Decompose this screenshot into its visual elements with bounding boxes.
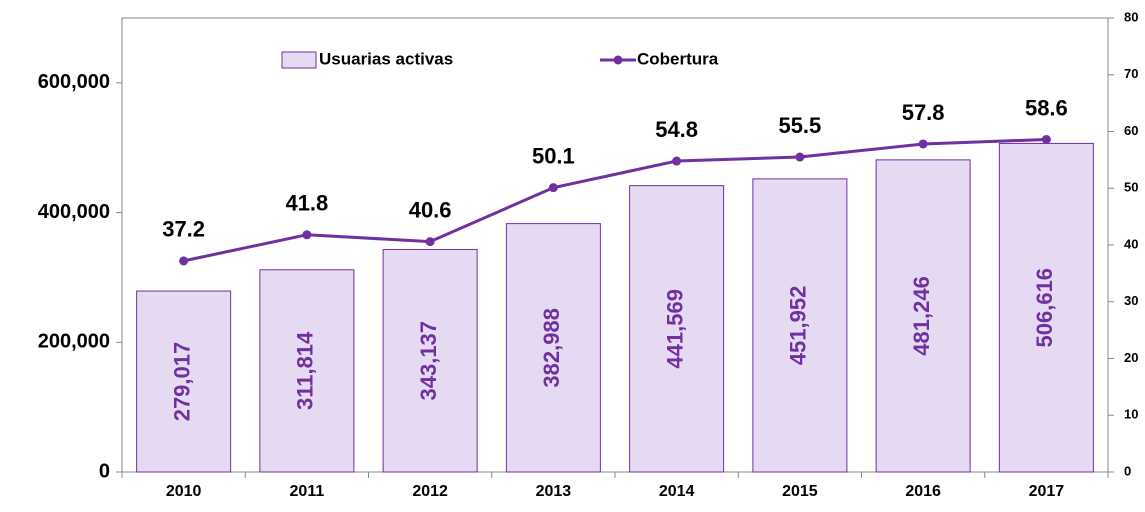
bar-value-label: 441,569 bbox=[662, 289, 687, 369]
bar bbox=[136, 290, 232, 473]
bar bbox=[752, 178, 848, 473]
x-tick-label: 2012 bbox=[412, 483, 448, 500]
line-point bbox=[302, 230, 312, 240]
y2-tick-label: 70 bbox=[1124, 66, 1138, 81]
y2-tick-label: 0 bbox=[1124, 463, 1131, 478]
legend-label: Usuarias activas bbox=[319, 49, 453, 68]
line-value-label: 41.8 bbox=[285, 191, 328, 216]
bar bbox=[382, 248, 478, 473]
bar-value-label: 279,017 bbox=[169, 342, 194, 422]
legend-marker bbox=[613, 55, 623, 65]
y2-tick-label: 50 bbox=[1124, 180, 1138, 195]
bar-value-label: 506,616 bbox=[1032, 268, 1057, 348]
y-tick-label: 0 bbox=[99, 460, 110, 482]
legend-swatch bbox=[281, 51, 317, 69]
bar-value-label: 451,952 bbox=[786, 286, 811, 366]
x-tick-label: 2014 bbox=[659, 483, 695, 500]
y2-tick-label: 40 bbox=[1124, 236, 1138, 251]
line-point bbox=[179, 256, 189, 266]
line bbox=[183, 137, 1047, 263]
y2-tick-label: 80 bbox=[1124, 9, 1138, 24]
line-point bbox=[672, 156, 682, 166]
bar-value-label: 311,814 bbox=[293, 331, 318, 410]
bar-value-label: 343,137 bbox=[416, 321, 441, 401]
bar bbox=[259, 269, 355, 473]
x-tick-label: 2017 bbox=[1029, 483, 1065, 500]
y2-tick-label: 20 bbox=[1124, 350, 1138, 365]
bar-value-label: 382,988 bbox=[539, 308, 564, 388]
line-point bbox=[918, 139, 928, 149]
x-tick-label: 2013 bbox=[536, 483, 572, 500]
y2-tick-label: 30 bbox=[1124, 293, 1138, 308]
line-point bbox=[548, 183, 558, 193]
x-tick-label: 2011 bbox=[290, 483, 325, 500]
line-point bbox=[795, 152, 805, 162]
bar bbox=[998, 142, 1094, 473]
y-tick-label: 200,000 bbox=[38, 331, 110, 353]
bar bbox=[629, 185, 725, 473]
line-value-label: 58.6 bbox=[1025, 95, 1068, 120]
line-value-label: 54.8 bbox=[655, 117, 698, 142]
y-tick-label: 600,000 bbox=[38, 71, 110, 93]
line-point bbox=[425, 237, 435, 247]
y2-tick-label: 60 bbox=[1124, 123, 1138, 138]
x-tick-label: 2015 bbox=[782, 483, 818, 500]
line-value-label: 37.2 bbox=[162, 217, 205, 242]
legend-label: Cobertura bbox=[637, 49, 719, 68]
line-value-label: 40.6 bbox=[409, 197, 452, 222]
y2-tick-label: 10 bbox=[1124, 407, 1138, 422]
y-tick-label: 400,000 bbox=[38, 201, 110, 223]
line-point bbox=[1041, 134, 1051, 144]
x-tick-label: 2010 bbox=[166, 483, 202, 500]
bar bbox=[875, 159, 971, 473]
bar-value-label: 481,246 bbox=[909, 276, 934, 356]
line-value-label: 50.1 bbox=[532, 143, 575, 168]
line-value-label: 57.8 bbox=[902, 100, 945, 125]
bar bbox=[505, 223, 601, 473]
line-value-label: 55.5 bbox=[778, 113, 821, 138]
x-tick-label: 2016 bbox=[905, 483, 941, 500]
